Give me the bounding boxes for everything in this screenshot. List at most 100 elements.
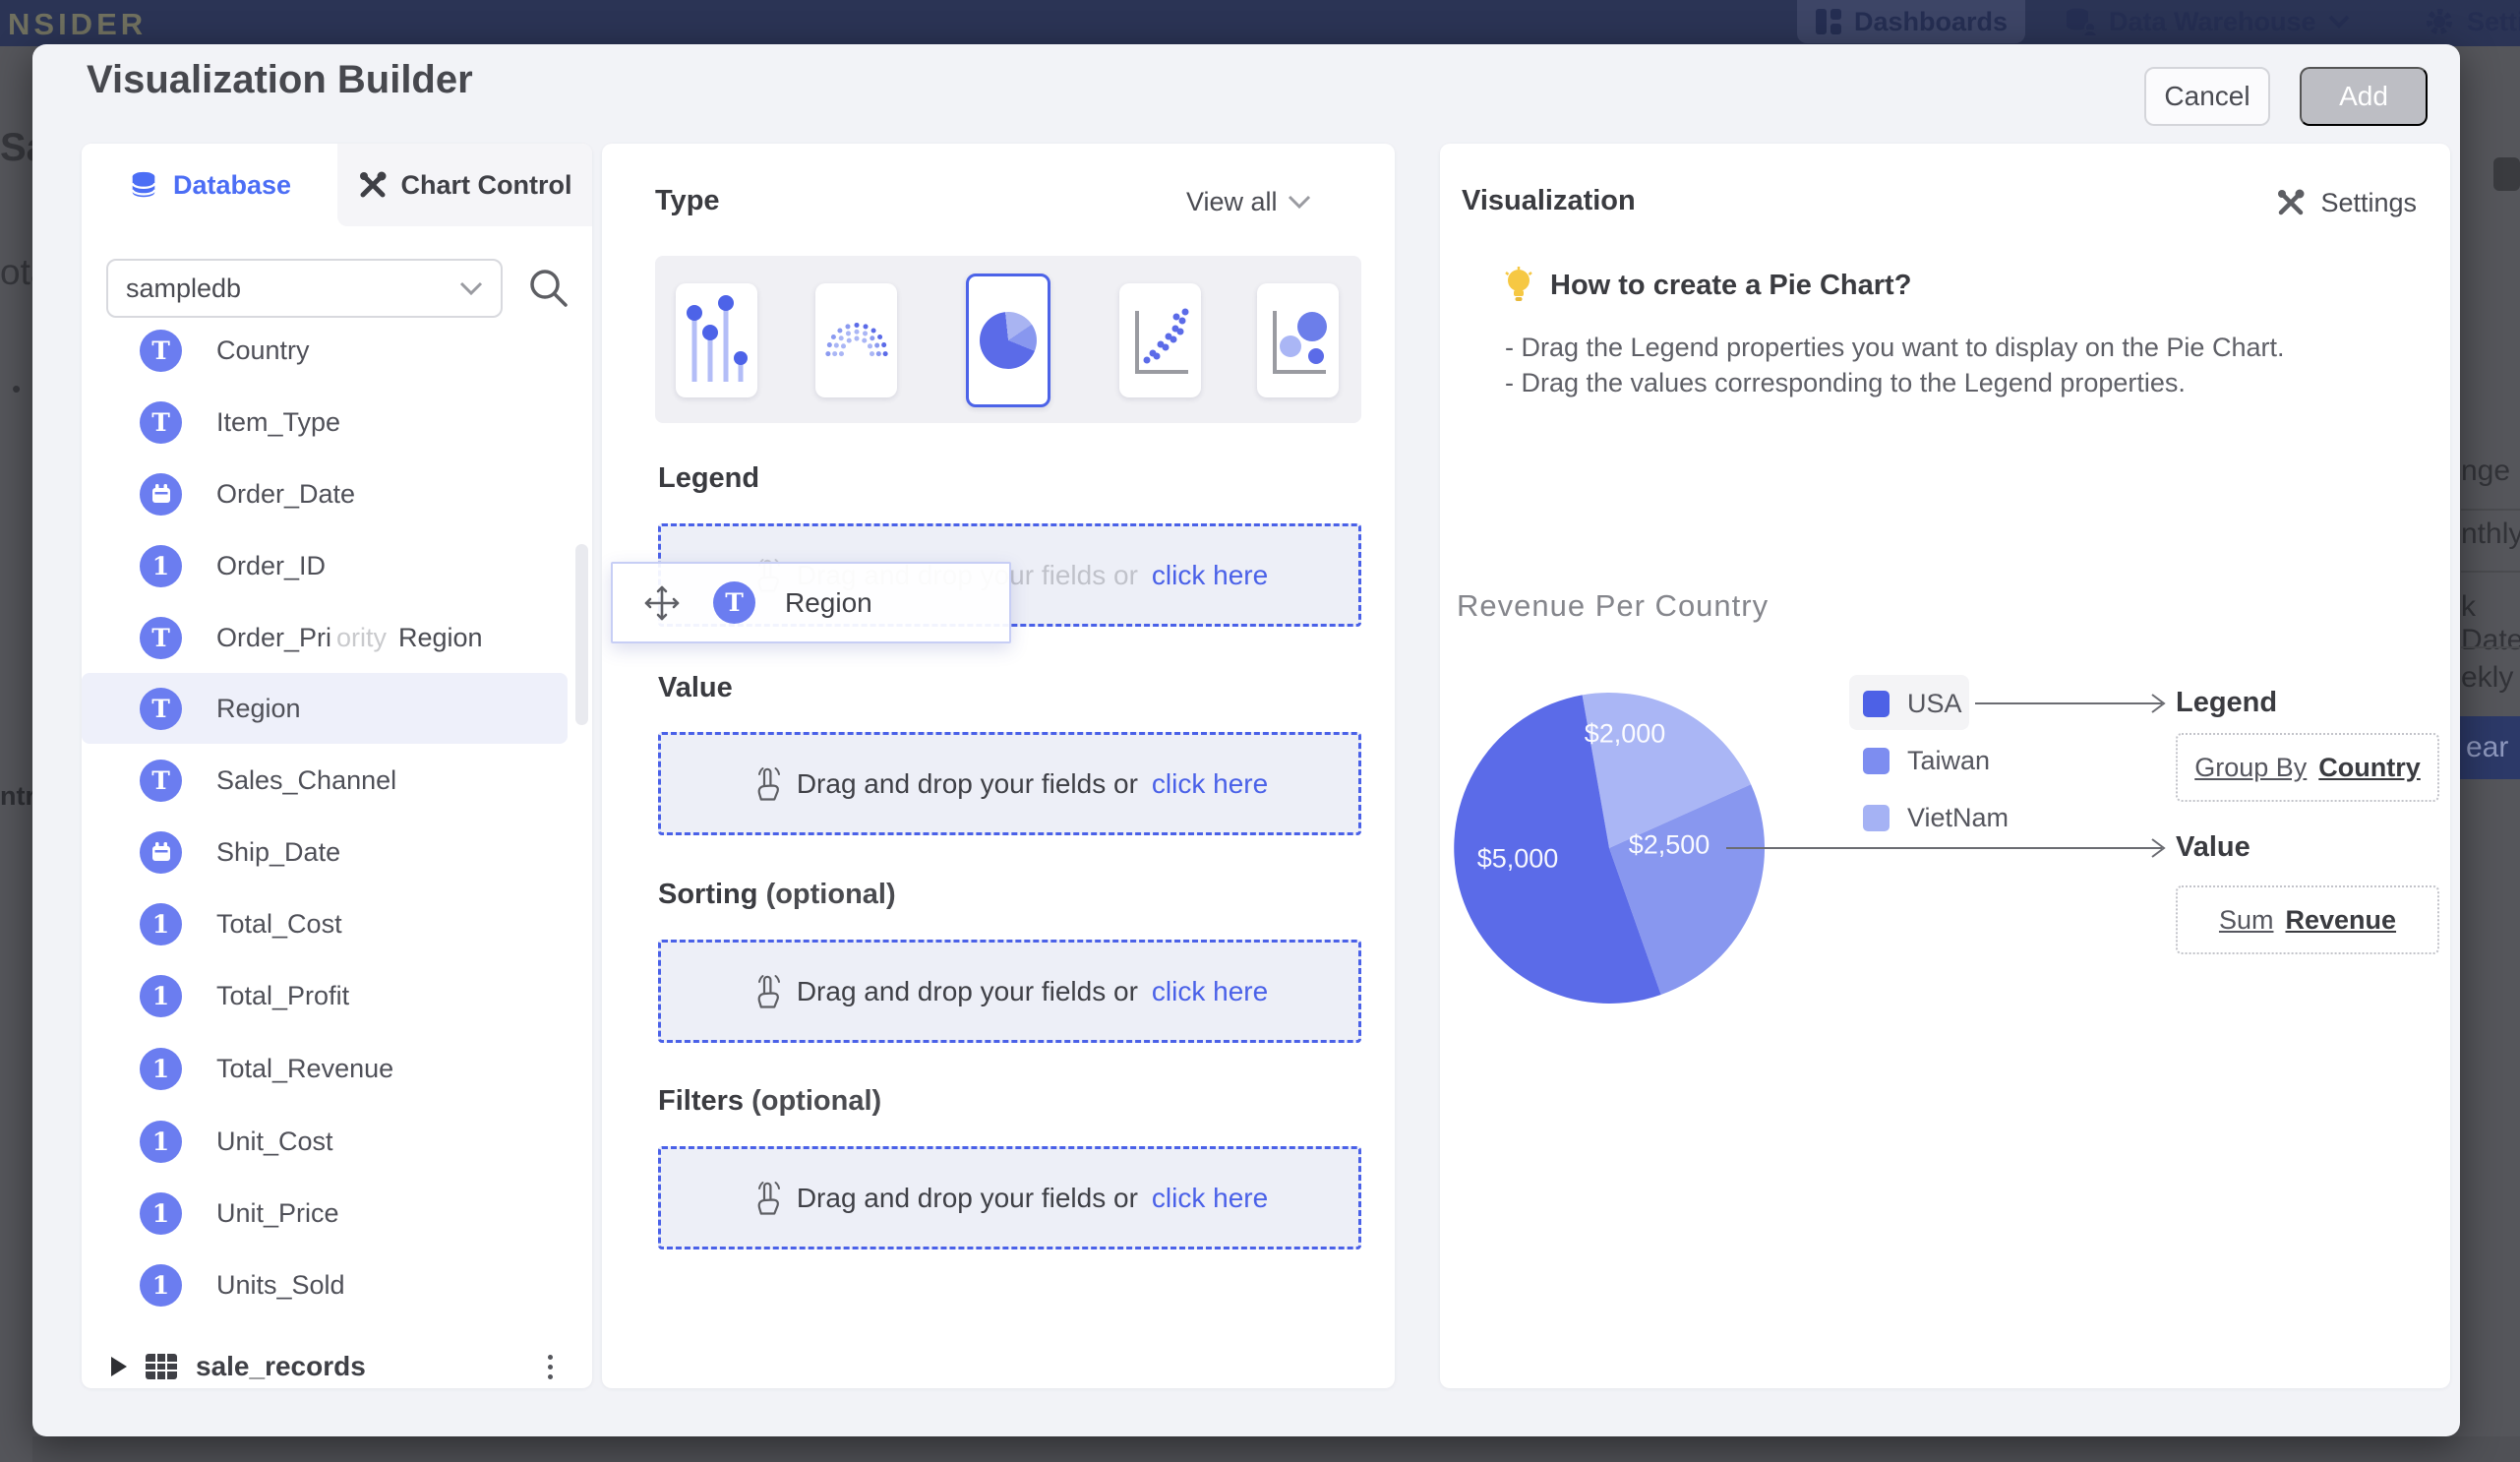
- legend-item[interactable]: USA: [1863, 689, 1962, 719]
- group-by-box[interactable]: Group By Country: [2176, 733, 2439, 802]
- slice-label: $5,000: [1476, 843, 1559, 874]
- drag-ghost-label: Region: [398, 622, 483, 652]
- background-menu-item: nge: [2461, 455, 2511, 487]
- pie-chart: [1454, 693, 1765, 1004]
- tip-line: - Drag the values corresponding to the L…: [1505, 368, 2186, 397]
- field-row[interactable]: Ship_Date: [82, 817, 568, 887]
- dropzone-click-here-link[interactable]: click here: [1151, 767, 1269, 799]
- field-row[interactable]: 1 Units_Sold: [82, 1249, 568, 1320]
- database-select[interactable]: sampledb: [106, 259, 503, 318]
- field-label: Order_ID: [216, 550, 327, 580]
- field-row[interactable]: Order_Date: [82, 458, 568, 529]
- field-row[interactable]: 1 Unit_Price: [82, 1178, 568, 1249]
- field-row[interactable]: 1 Total_Revenue: [82, 1033, 568, 1104]
- field-label: Units_Sold: [216, 1269, 345, 1300]
- legend-item[interactable]: VietNam: [1863, 803, 2009, 833]
- drag-chip-label: Region: [785, 586, 872, 618]
- search-icon[interactable]: [526, 266, 571, 311]
- number-field-icon: 1: [140, 1120, 182, 1163]
- pie-slice-vietnam[interactable]: [1582, 693, 1752, 848]
- cancel-button[interactable]: Cancel: [2144, 67, 2270, 126]
- pie-slice-usa[interactable]: [1454, 695, 1661, 1004]
- pie-chart-icon: [980, 312, 1037, 369]
- tab-database[interactable]: Database: [82, 144, 337, 226]
- dropzone-click-here-link[interactable]: click here: [1151, 1182, 1269, 1213]
- field-row[interactable]: 1 Total_Cost: [82, 888, 568, 959]
- add-button[interactable]: Add: [2300, 67, 2428, 126]
- chart-type-arc[interactable]: [815, 283, 897, 397]
- nav-settings[interactable]: Setti: [2424, 0, 2520, 43]
- nav-data-warehouse-label: Data Warehouse: [2109, 6, 2316, 36]
- scrollbar[interactable]: [575, 544, 588, 725]
- scatter-chart-icon: [1134, 308, 1188, 374]
- field-row[interactable]: T Order_Pri ority Region: [82, 602, 568, 673]
- chart-type-scatter[interactable]: [1119, 283, 1201, 397]
- field-row[interactable]: T Country: [82, 315, 568, 386]
- app-logo: NSIDER: [8, 7, 148, 41]
- sorting-section-label: Sorting (optional): [658, 879, 896, 910]
- legend-section-label: Legend: [658, 462, 760, 494]
- field-row[interactable]: 1 Total_Profit: [82, 960, 568, 1031]
- view-all-label: View all: [1186, 187, 1278, 216]
- field-label: Total_Profit: [216, 980, 350, 1010]
- builder-panel: Type View all: [602, 144, 1395, 1388]
- number-field-icon: 1: [140, 1191, 182, 1235]
- chart-type-bubble[interactable]: [1257, 283, 1339, 397]
- background-menu-item-selected: ear: [2460, 716, 2520, 779]
- legend-item[interactable]: Taiwan: [1863, 746, 1990, 776]
- tab-chart-control-label: Chart Control: [400, 169, 572, 200]
- tip-line: - Drag the Legend properties you want to…: [1505, 333, 2285, 362]
- nav-data-warehouse[interactable]: Data Warehouse: [2064, 0, 2350, 43]
- settings-tools-icon: [2278, 189, 2305, 215]
- field-row[interactable]: 1 Unit_Cost: [82, 1106, 568, 1177]
- legend-swatch: [1863, 805, 1890, 831]
- tab-chart-control[interactable]: Chart Control: [337, 144, 592, 226]
- tap-hand-icon: [757, 974, 780, 1008]
- field-row[interactable]: T Sales_Channel: [82, 745, 568, 816]
- field-label: Total_Revenue: [216, 1053, 394, 1083]
- dropzone-click-here-link[interactable]: click here: [1151, 975, 1269, 1006]
- tab-database-label: Database: [172, 169, 292, 200]
- legend-label: VietNam: [1907, 803, 2010, 832]
- app-header: NSIDER Dashboards Data Warehouse: [0, 0, 2520, 46]
- sorting-dropzone[interactable]: Drag and drop your fields or click here: [658, 940, 1361, 1043]
- gear-icon: [2427, 9, 2452, 34]
- legend-swatch: [1863, 691, 1890, 717]
- chart-type-lollipop[interactable]: [676, 283, 757, 397]
- value-field: Revenue: [2285, 904, 2397, 935]
- dropzone-click-here-link[interactable]: click here: [1151, 559, 1269, 590]
- filters-dropzone[interactable]: Drag and drop your fields or click here: [658, 1146, 1361, 1249]
- field-label: Order_Date: [216, 478, 356, 509]
- example-chart-title: Revenue Per Country: [1457, 588, 1770, 623]
- nav-settings-label: Setti: [2467, 6, 2520, 36]
- tip-title: How to create a Pie Chart?: [1503, 267, 1911, 304]
- pie-slice-taiwan[interactable]: [1609, 784, 1765, 995]
- tools-icon: [359, 171, 386, 198]
- field-label: Order_Pri: [216, 622, 332, 652]
- database-select-value: sampledb: [126, 273, 242, 303]
- field-row[interactable]: T Item_Type: [82, 387, 568, 457]
- slice-label: $2,000: [1584, 718, 1666, 749]
- divider: [2461, 646, 2520, 648]
- value-dropzone[interactable]: Drag and drop your fields or click here: [658, 732, 1361, 835]
- drag-chip-region[interactable]: T Region: [611, 562, 1011, 643]
- field-row-selected[interactable]: T Region: [82, 673, 568, 744]
- view-all-button[interactable]: View all: [1186, 187, 1311, 217]
- chart-type-pie-selected[interactable]: [966, 274, 1050, 407]
- background-icon: [2493, 157, 2520, 191]
- table-menu-icon[interactable]: [548, 1354, 553, 1379]
- field-label: Unit_Cost: [216, 1126, 333, 1156]
- sum-revenue-box[interactable]: Sum Revenue: [2176, 885, 2439, 954]
- background-bullet: •: [12, 374, 22, 403]
- group-by-field: Country: [2318, 752, 2421, 782]
- field-row[interactable]: 1 Order_ID: [82, 530, 568, 601]
- table-row-sale-records[interactable]: sale_records: [82, 1331, 592, 1388]
- expand-triangle-icon[interactable]: [111, 1357, 127, 1376]
- table-icon: [146, 1354, 177, 1379]
- dropzone-text: Drag and drop your fields or: [796, 975, 1138, 1006]
- slice-label: $2,500: [1628, 829, 1710, 860]
- number-field-icon: 1: [140, 1047, 182, 1090]
- nav-dashboards[interactable]: Dashboards: [1797, 0, 2025, 43]
- settings-button[interactable]: Settings: [2275, 187, 2417, 218]
